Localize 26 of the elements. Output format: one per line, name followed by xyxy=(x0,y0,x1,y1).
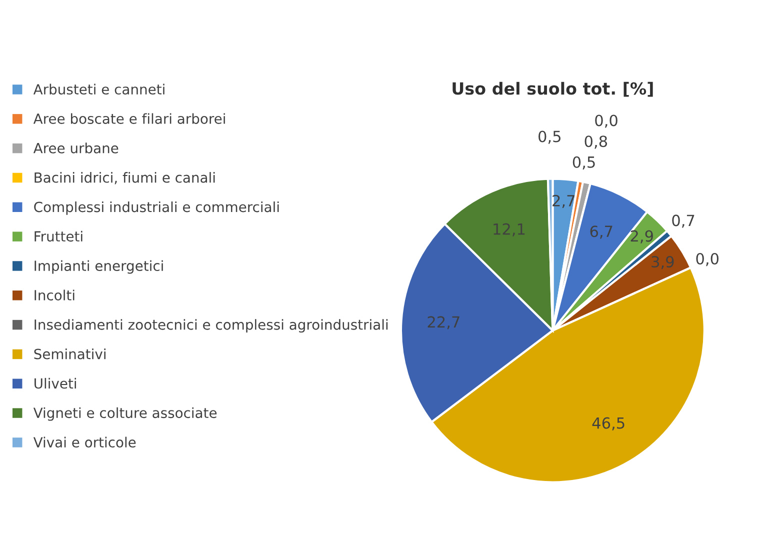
legend-label: Aree urbane xyxy=(33,142,118,154)
text: 0,0 xyxy=(696,252,718,266)
data-label: 22,7 xyxy=(428,316,460,330)
data-label: 0,5 xyxy=(572,156,595,170)
chart-title: Uso del suolo tot. [%] xyxy=(452,82,653,97)
data-label: 0,7 xyxy=(672,214,694,228)
legend-label: Insediamenti zootecnici e complessi agroindustriali xyxy=(34,319,388,333)
legend-label: Bacini idrici, fiumi e canali xyxy=(34,172,215,184)
legend-label: Arbusteti e canneti xyxy=(33,84,164,95)
text: 0,0 xyxy=(595,114,618,128)
legend-label: Frutteti xyxy=(34,230,82,242)
legend-label: Complessi industriali e commerciali xyxy=(34,201,279,215)
legend-label: Vivai e orticole xyxy=(33,436,136,448)
data-label: 2,9 xyxy=(630,230,653,244)
data-label: 0,5 xyxy=(538,130,560,144)
data-label: 12,1 xyxy=(494,223,525,236)
legend-label: Impianti energetici xyxy=(34,260,163,274)
legend-label: Seminativi xyxy=(34,348,106,360)
data-label: 46,5 xyxy=(592,417,624,430)
legend-label: Incolti xyxy=(34,290,74,300)
data-label: 6,7 xyxy=(590,226,612,239)
legend-label: Uliveti xyxy=(34,378,76,389)
data-label: 0,8 xyxy=(584,136,608,149)
legend-label: Vigneti e colture associate xyxy=(33,407,217,421)
data-label: 3,9 xyxy=(652,256,674,270)
legend-label: Aree boscate e filari arborei xyxy=(33,113,225,124)
